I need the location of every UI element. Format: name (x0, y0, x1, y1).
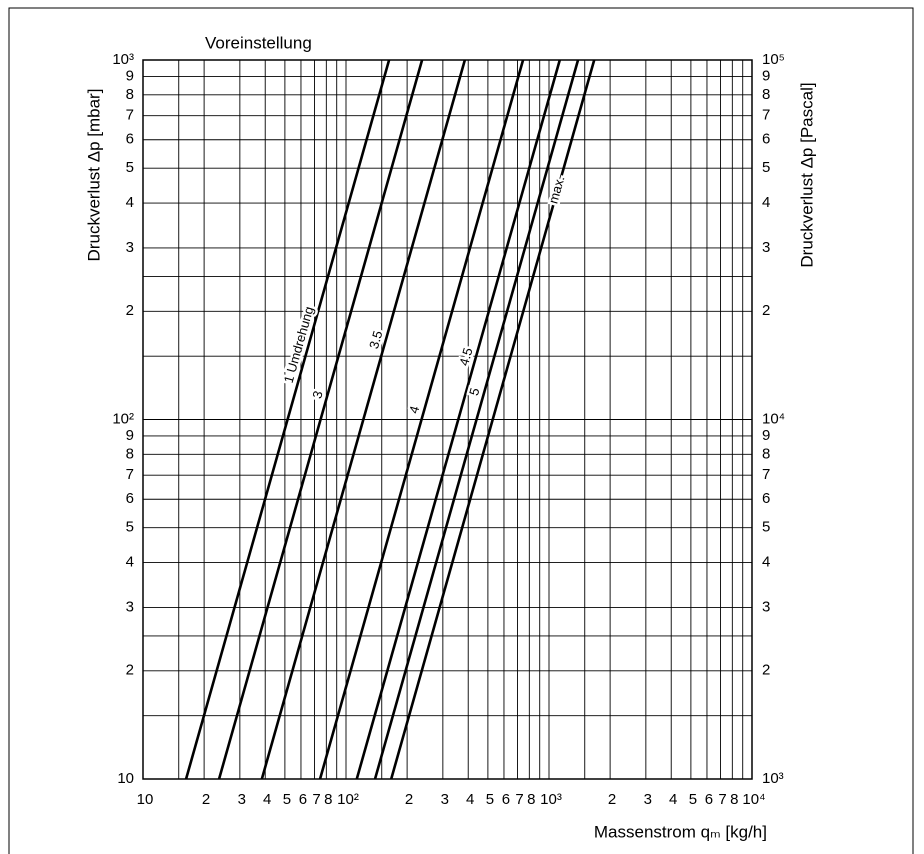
y-tick-label: 10² (112, 410, 134, 427)
y-tick-label: 2 (126, 302, 134, 319)
x-tick-label: 10 (137, 791, 154, 808)
y-tick-label: 5 (126, 159, 134, 176)
y2-axis-title: Druckverlust Δp [Pascal] (797, 82, 816, 267)
y2-tick-label: 9 (762, 427, 770, 444)
x-tick-label: 3 (644, 791, 652, 808)
y2-tick-label: 3 (762, 598, 770, 615)
y-tick-label: 8 (126, 445, 134, 462)
y-tick-label: 9 (126, 427, 134, 444)
frame (8, 7, 914, 854)
y-tick-label: 5 (126, 519, 134, 536)
x-tick-label: 5 (486, 791, 494, 808)
series-label: 4 (406, 404, 422, 415)
x-tick-label: 5 (689, 791, 697, 808)
y-tick-label: 6 (126, 131, 134, 148)
y2-tick-label: 5 (762, 519, 770, 536)
x-tick-label: 5 (283, 791, 291, 808)
x-tick-label: 7 (718, 791, 726, 808)
y2-tick-label: 7 (762, 466, 770, 483)
y2-tick-label: 10³ (762, 770, 784, 787)
x-axis-title: Massenstrom qₘ [kg/h] (594, 822, 767, 841)
chart-title: Voreinstellung (205, 33, 312, 52)
y-tick-label: 3 (126, 598, 134, 615)
y-tick-label: 4 (126, 554, 134, 571)
y2-tick-label: 5 (762, 159, 770, 176)
y2-tick-label: 6 (762, 131, 770, 148)
x-tick-label: 2 (608, 791, 616, 808)
y2-tick-label: 8 (762, 445, 770, 462)
x-tick-label: 7 (515, 791, 523, 808)
series-line (260, 59, 467, 780)
series-line (217, 59, 424, 780)
x-tick-label: 7 (312, 791, 320, 808)
y-tick-label: 2 (126, 662, 134, 679)
y-tick-label: 6 (126, 490, 134, 507)
x-tick-label: 4 (263, 791, 271, 808)
series-line (389, 59, 596, 780)
y-tick-label: 10³ (112, 51, 134, 68)
y2-tick-label: 10⁴ (762, 410, 785, 427)
y-tick-label: 9 (126, 67, 134, 84)
y-tick-label: 8 (126, 86, 134, 103)
y-tick-label: 7 (126, 107, 134, 124)
series-label: 1 Umdrehung (281, 305, 317, 385)
y2-tick-label: 10⁵ (762, 51, 785, 68)
x-tick-label: 4 (466, 791, 474, 808)
x-tick-label: 8 (527, 791, 535, 808)
y2-tick-label: 9 (762, 67, 770, 84)
x-tick-label: 8 (324, 791, 332, 808)
y-tick-label: 10 (117, 770, 134, 787)
y2-tick-label: 6 (762, 490, 770, 507)
x-tick-label: 10³ (540, 791, 562, 808)
y2-tick-label: 4 (762, 554, 770, 571)
y2-tick-label: 2 (762, 302, 770, 319)
y2-tick-label: 4 (762, 194, 770, 211)
x-tick-label: 3 (238, 791, 246, 808)
y2-tick-label: 3 (762, 239, 770, 256)
y-tick-label: 7 (126, 466, 134, 483)
x-tick-label: 10² (337, 791, 359, 808)
series-line (184, 59, 391, 780)
y2-tick-label: 8 (762, 86, 770, 103)
series-line (318, 59, 525, 780)
y-axis-title: Druckverlust Δp [mbar] (84, 89, 103, 262)
x-tick-label: 2 (202, 791, 210, 808)
x-tick-label: 4 (669, 791, 677, 808)
series-line (355, 59, 562, 780)
plot-border (142, 59, 753, 780)
y-tick-label: 4 (126, 194, 134, 211)
x-tick-label: 10⁴ (742, 791, 765, 808)
x-tick-label: 3 (441, 791, 449, 808)
y2-tick-label: 7 (762, 107, 770, 124)
x-tick-label: 6 (299, 791, 307, 808)
x-tick-label: 2 (405, 791, 413, 808)
series-label: 3 (309, 389, 325, 400)
y-tick-label: 3 (126, 239, 134, 256)
y2-tick-label: 2 (762, 662, 770, 679)
series-line (373, 59, 580, 780)
x-tick-label: 6 (502, 791, 510, 808)
x-tick-label: 6 (705, 791, 713, 808)
x-tick-label: 8 (730, 791, 738, 808)
